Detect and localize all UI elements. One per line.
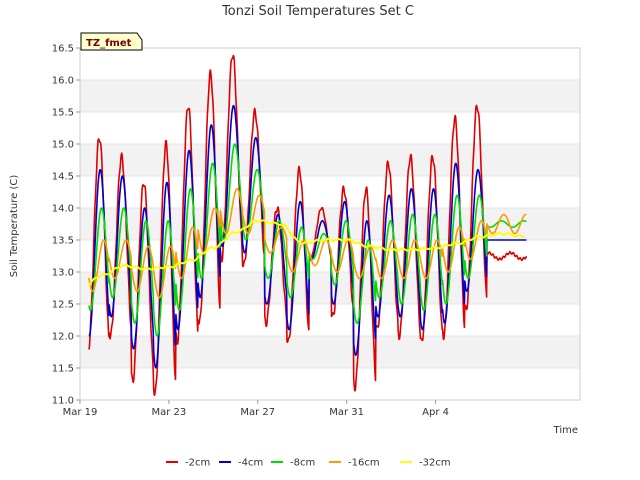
y-tick-label: 11.5 xyxy=(52,364,74,375)
y-tick-label: 11.0 xyxy=(52,396,74,407)
legend-label: -2cm xyxy=(185,458,210,469)
y-axis-ticks: 11.0 11.5 12.0 12.5 13.0 13.5 14.0 14.5 15.0 15.5… xyxy=(52,44,80,407)
grid-band xyxy=(80,80,580,112)
y-tick-label: 15.0 xyxy=(52,140,74,151)
chart-title: Tonzi Soil Temperatures Set C xyxy=(221,4,414,19)
y-tick-label: 16.5 xyxy=(52,44,74,55)
site-annotation: TZ_fmet xyxy=(80,32,143,51)
legend-label: -16cm xyxy=(348,458,380,469)
series-lines xyxy=(88,54,528,396)
x-axis-ticks: Mar 19 Mar 23 Mar 27 Mar 31 Apr 4 xyxy=(63,400,449,418)
plot-area-border xyxy=(79,47,581,401)
legend-label: -8cm xyxy=(290,458,315,469)
x-tick-label: Mar 27 xyxy=(240,407,275,418)
grid-band xyxy=(80,144,580,176)
series-line-minus-2cm xyxy=(88,54,528,396)
x-tick-label: Mar 31 xyxy=(329,407,364,418)
y-tick-label: 13.0 xyxy=(52,268,74,279)
series-line-minus-4cm xyxy=(88,104,527,369)
y-tick-label: 12.0 xyxy=(52,332,74,343)
x-tick-label: Apr 4 xyxy=(422,407,449,418)
series-line-minus-32cm xyxy=(88,219,525,287)
x-tick-label: Mar 23 xyxy=(151,407,186,418)
legend-label: -4cm xyxy=(238,458,263,469)
series-line-minus-16cm xyxy=(88,188,527,299)
grid-band xyxy=(80,336,580,368)
y-tick-label: 15.5 xyxy=(52,108,74,119)
x-axis-label: Time xyxy=(553,425,578,436)
annotation-text: TZ_fmet xyxy=(86,38,132,49)
legend-label: -32cm xyxy=(419,458,451,469)
legend: -2cm -4cm -8cm -16cm -32cm xyxy=(166,458,451,469)
y-tick-label: 16.0 xyxy=(52,76,74,87)
y-tick-label: 14.0 xyxy=(52,204,74,215)
x-tick-label: Mar 19 xyxy=(63,407,98,418)
y-tick-label: 12.5 xyxy=(52,300,74,311)
annotation-box xyxy=(80,32,143,51)
y-tick-label: 13.5 xyxy=(52,236,74,247)
y-tick-label: 14.5 xyxy=(52,172,74,183)
y-axis-label: Soil Temperature (C) xyxy=(9,175,20,278)
